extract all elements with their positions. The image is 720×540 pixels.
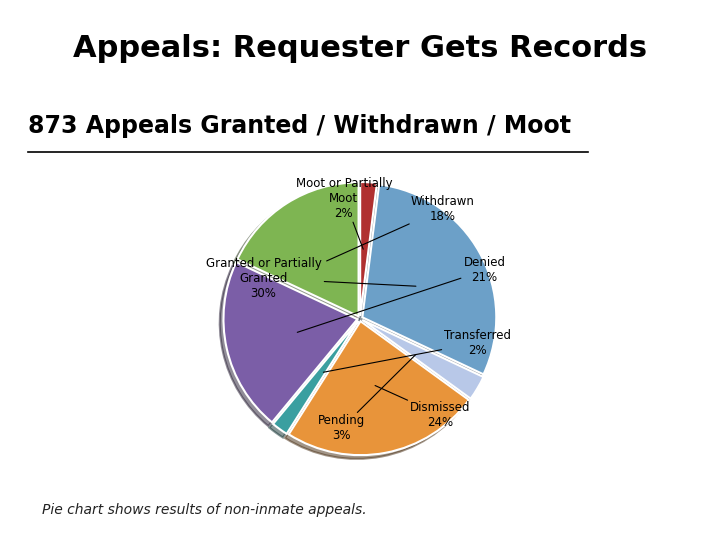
- Wedge shape: [238, 183, 359, 316]
- Text: Pie chart shows results of non-inmate appeals.: Pie chart shows results of non-inmate ap…: [42, 503, 366, 517]
- Text: Withdrawn
18%: Withdrawn 18%: [327, 195, 475, 261]
- Wedge shape: [362, 320, 483, 399]
- Text: Dismissed
24%: Dismissed 24%: [375, 386, 471, 429]
- Text: Moot or Partially
Moot
2%: Moot or Partially Moot 2%: [296, 177, 392, 249]
- Text: 873 Appeals Granted / Withdrawn / Moot: 873 Appeals Granted / Withdrawn / Moot: [28, 114, 571, 138]
- Text: Denied
21%: Denied 21%: [297, 256, 505, 332]
- Text: Granted or Partially
Granted
30%: Granted or Partially Granted 30%: [206, 257, 416, 300]
- Wedge shape: [273, 321, 359, 434]
- Wedge shape: [289, 321, 469, 455]
- Wedge shape: [360, 182, 377, 316]
- Text: Transferred
2%: Transferred 2%: [323, 329, 511, 372]
- Wedge shape: [223, 262, 357, 422]
- Text: Pending
3%: Pending 3%: [318, 355, 415, 442]
- Wedge shape: [362, 185, 496, 374]
- Text: Appeals: Requester Gets Records: Appeals: Requester Gets Records: [73, 34, 647, 63]
